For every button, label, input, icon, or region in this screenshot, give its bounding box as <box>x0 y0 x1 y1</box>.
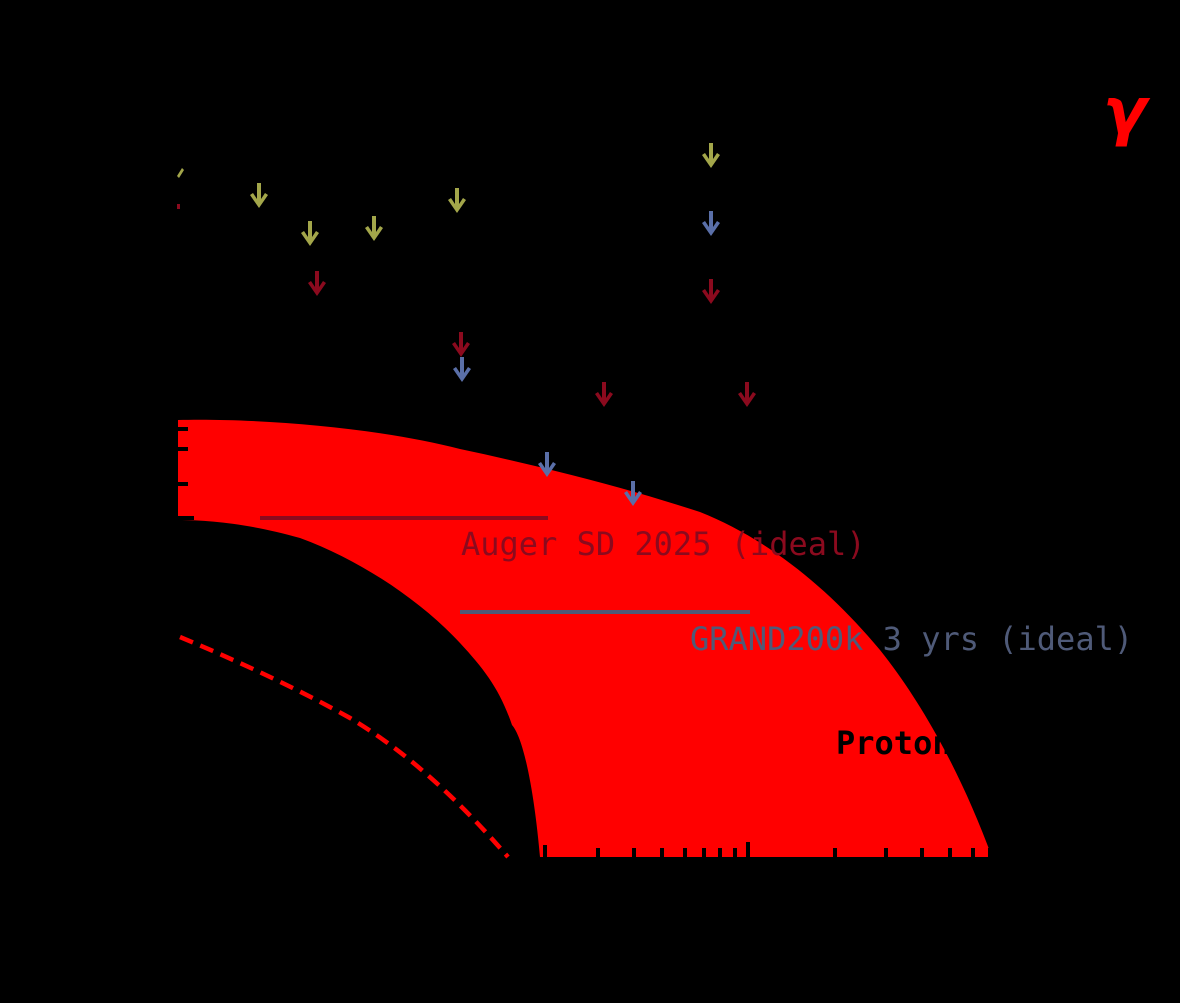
y-axis-ticks <box>178 427 194 520</box>
gamma-label: γ <box>1103 75 1151 149</box>
dashed-limit-curve <box>179 634 510 859</box>
proton-label-mask <box>930 700 1180 857</box>
clipped-arrow-fragment <box>177 204 180 209</box>
proton-band <box>178 419 992 857</box>
upper-limits-dark-red <box>177 204 756 407</box>
grand-label: GRAND200k 3 yrs (ideal) <box>690 620 1133 658</box>
clipped-arrow-fragment <box>177 168 184 178</box>
proton-label: Proton <box>836 724 952 762</box>
x-axis-line <box>178 857 998 863</box>
upper-limits-olive <box>177 143 720 246</box>
x-axis-ticks <box>543 842 992 857</box>
auger-label: Auger SD 2025 (ideal) <box>461 525 866 563</box>
